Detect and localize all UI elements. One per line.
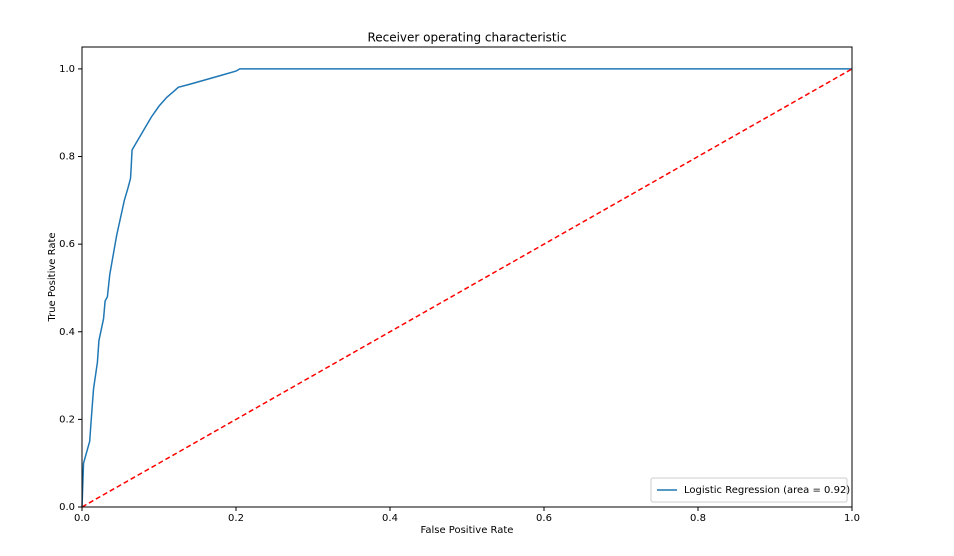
- y-tick-label: 0.2: [59, 414, 75, 425]
- y-tick-label: 0.0: [59, 502, 75, 513]
- y-tick-label: 0.4: [59, 327, 75, 338]
- y-axis-label: True Positive Rate: [47, 232, 58, 322]
- chart-title: Receiver operating characteristic: [367, 31, 566, 45]
- x-axis-label: False Positive Rate: [421, 525, 514, 536]
- y-tick-label: 1.0: [59, 64, 75, 75]
- series-line: [81, 68, 853, 508]
- y-tick-label: 0.8: [59, 152, 75, 163]
- y-tick-label: 0.6: [59, 239, 75, 250]
- x-tick-label: 0.2: [228, 513, 244, 524]
- x-tick-label: 0.4: [382, 513, 398, 524]
- x-tick-label: 0.8: [690, 513, 706, 524]
- x-tick-label: 1.0: [844, 513, 860, 524]
- x-tick-label: 0.6: [536, 513, 552, 524]
- x-tick-label: 0.0: [74, 513, 90, 524]
- plot-frame: [81, 46, 853, 508]
- legend-box: [650, 477, 848, 503]
- series-line: [81, 68, 852, 508]
- legend-label: Logistic Regression (area = 0.92): [684, 485, 850, 496]
